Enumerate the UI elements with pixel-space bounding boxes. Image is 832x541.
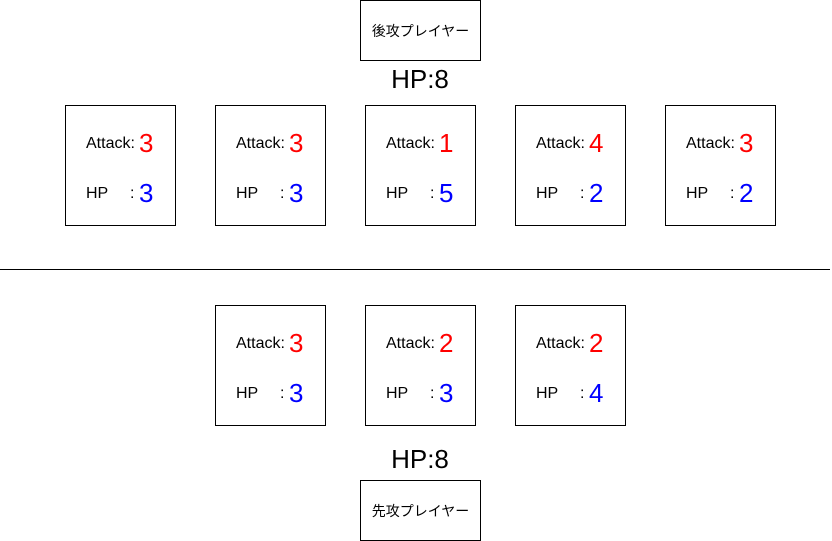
attack-value: 3 [739, 128, 754, 158]
attack-value: 3 [139, 128, 154, 158]
hp-value: 2 [739, 178, 754, 208]
attack-label: Attack: [86, 135, 135, 152]
hp-value: 3 [439, 378, 454, 408]
top-player-hp: HP:8 [391, 64, 449, 94]
hp-separator: : [730, 185, 735, 202]
top-card-3: Attack: 1 HP : 5 [365, 105, 476, 226]
hp-value: 4 [589, 378, 604, 408]
bottom-player-name: 先攻プレイヤー [371, 503, 470, 520]
hp-separator: : [580, 185, 585, 202]
hp-value: 3 [289, 178, 304, 208]
attack-label: Attack: [236, 335, 285, 352]
hp-separator: : [280, 185, 285, 202]
hp-value: 3 [289, 378, 304, 408]
hp-label: HP [236, 385, 259, 402]
bottom-card-2: Attack: 2 HP : 3 [365, 305, 476, 426]
hp-label: HP [236, 185, 259, 202]
top-card-4: Attack: 4 HP : 2 [515, 105, 626, 226]
hp-label: HP [536, 185, 559, 202]
attack-value: 3 [289, 128, 304, 158]
hp-separator: : [430, 185, 435, 202]
attack-value: 4 [589, 128, 604, 158]
hp-separator: : [280, 385, 285, 402]
attack-value: 2 [439, 328, 454, 358]
hp-separator: : [130, 185, 135, 202]
bottom-card-3: Attack: 2 HP : 4 [515, 305, 626, 426]
attack-label: Attack: [386, 335, 435, 352]
attack-label: Attack: [536, 135, 585, 152]
attack-value: 1 [439, 128, 454, 158]
top-player-box: 後攻プレイヤー [360, 0, 481, 61]
hp-separator: : [580, 385, 585, 402]
bottom-player-box: 先攻プレイヤー [360, 480, 481, 541]
hp-label: HP [686, 185, 709, 202]
hp-label: HP [86, 185, 109, 202]
top-player-name: 後攻プレイヤー [371, 23, 470, 40]
attack-label: Attack: [536, 335, 585, 352]
top-card-5: Attack: 3 HP : 2 [665, 105, 776, 226]
attack-value: 2 [589, 328, 604, 358]
top-card-1: Attack: 3 HP : 3 [65, 105, 176, 226]
hp-label: HP [386, 385, 409, 402]
attack-label: Attack: [686, 135, 735, 152]
hp-value: 2 [589, 178, 604, 208]
bottom-player-hp: HP:8 [391, 444, 449, 474]
hp-value: 3 [139, 178, 154, 208]
attack-label: Attack: [236, 135, 285, 152]
top-card-2: Attack: 3 HP : 3 [215, 105, 326, 226]
field-divider [0, 269, 830, 270]
hp-separator: : [430, 385, 435, 402]
attack-label: Attack: [386, 135, 435, 152]
hp-label: HP [536, 385, 559, 402]
attack-value: 3 [289, 328, 304, 358]
hp-label: HP [386, 185, 409, 202]
bottom-card-1: Attack: 3 HP : 3 [215, 305, 326, 426]
hp-value: 5 [439, 178, 454, 208]
